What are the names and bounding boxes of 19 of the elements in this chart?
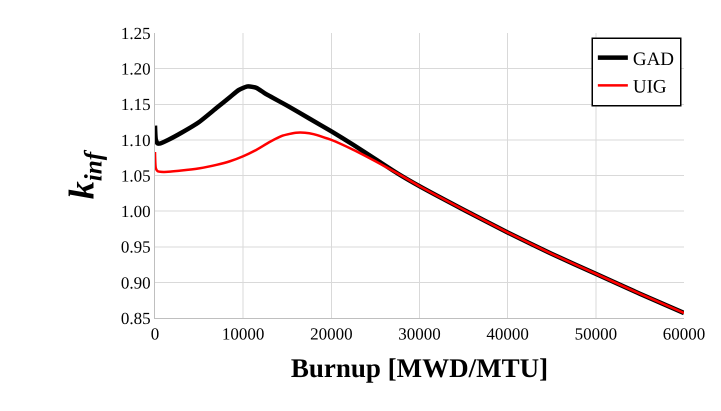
y-tick-label: 0.95: [120, 238, 151, 257]
x-tick-label: 20000: [310, 324, 353, 344]
y-tick-label: 1.15: [120, 95, 151, 114]
x-tick-label: 50000: [574, 324, 618, 344]
x-tick-label: 40000: [486, 324, 529, 344]
y-tick-label: 0.90: [120, 273, 151, 292]
x-axis-title: Burnup [MWD/MTU]: [290, 352, 548, 383]
x-tick-label: 10000: [222, 324, 264, 344]
legend-label: GAD: [632, 49, 674, 70]
y-tick-label: 1.05: [120, 166, 151, 186]
x-tick-label: 0: [150, 324, 160, 344]
y-tick-label: 0.85: [120, 308, 151, 328]
y-tick-label: 1.20: [120, 60, 151, 79]
x-tick-label: 30000: [398, 324, 441, 344]
legend-label: UIG: [632, 76, 667, 98]
x-tick-label: 60000: [662, 324, 706, 344]
y-tick-label: 1.10: [120, 130, 151, 150]
y-tick-label: 1.25: [120, 24, 151, 43]
y-tick-label: 1.00: [120, 202, 151, 222]
